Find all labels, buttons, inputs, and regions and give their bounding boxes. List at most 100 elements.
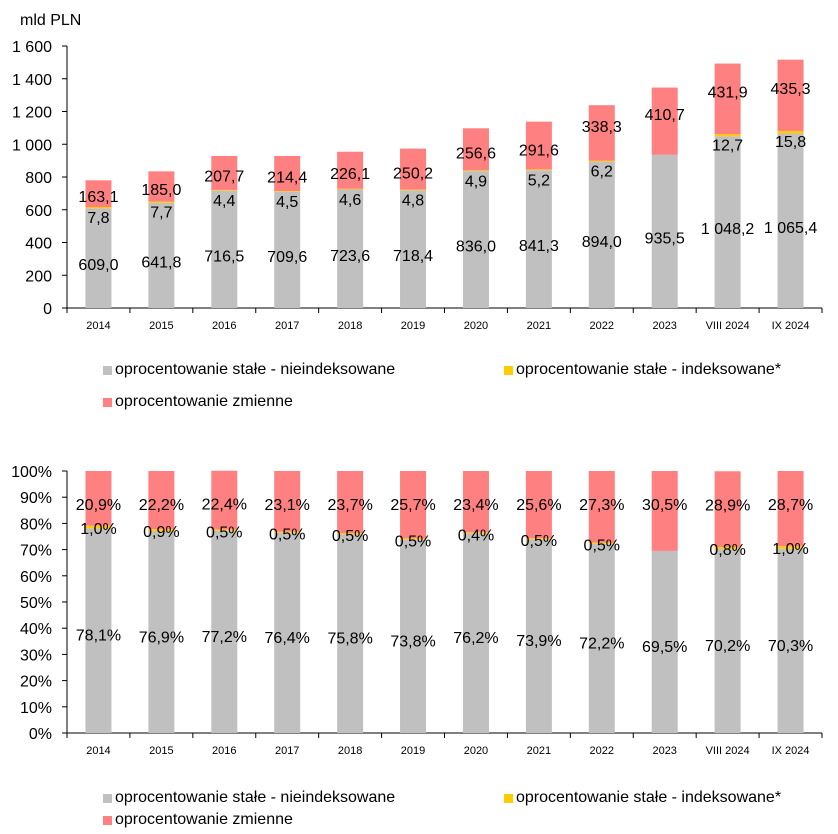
bar-segment-variable	[148, 171, 175, 202]
data-label-variable: 27,3%	[579, 497, 624, 514]
bar-segment-fixed-nonindexed	[85, 528, 112, 733]
x-tick-label: 2022	[590, 745, 614, 757]
data-label-fixed-nonindexed: 894,0	[582, 234, 622, 251]
data-label-variable: 22,2%	[139, 497, 184, 514]
data-label-fixed-nonindexed: 76,4%	[265, 630, 310, 647]
legend-item-variable-2: oprocentowanie zmienne	[103, 811, 293, 829]
data-label-variable: 185,0	[141, 182, 181, 199]
bar-segment-fixed-indexed	[337, 533, 364, 535]
data-label-variable: 23,7%	[327, 497, 372, 514]
bar-segment-variable	[714, 63, 741, 135]
data-label-fixed-indexed: 12,7	[712, 137, 743, 154]
data-label-variable: 207,7	[204, 169, 244, 186]
data-label-fixed-nonindexed: 641,8	[141, 254, 181, 271]
data-label-fixed-nonindexed: 75,8%	[327, 631, 372, 648]
bar-segment-variable	[337, 471, 364, 534]
data-label-fixed-indexed: 4,5	[276, 194, 298, 211]
x-tick-label: VIII 2024	[706, 320, 750, 332]
bar-segment-fixed-nonindexed	[525, 539, 552, 733]
x-tick-label: 2022	[590, 320, 614, 332]
x-tick-label: 2014	[86, 320, 110, 332]
legend-item-fixed-indexed: oprocentowanie stałe - indeksowane*	[504, 361, 781, 379]
bar-segment-variable	[400, 148, 427, 190]
bar-segment-variable	[85, 471, 112, 526]
data-label-variable: 163,1	[78, 189, 118, 206]
bar-segment-fixed-indexed	[85, 525, 112, 529]
bar-segment-variable	[274, 155, 301, 192]
bar-segment-fixed-nonindexed	[400, 539, 427, 733]
bar-segment-variable	[525, 471, 552, 539]
x-tick-label: VIII 2024	[706, 745, 750, 757]
data-label-variable: 23,4%	[453, 497, 498, 514]
y-tick-label: 80%	[20, 516, 52, 533]
bar-segment-fixed-indexed	[777, 130, 804, 134]
data-label-fixed-nonindexed: 73,8%	[390, 633, 435, 650]
bar-segment-fixed-indexed	[525, 169, 552, 171]
bar-segment-variable	[274, 471, 301, 532]
y-tick-label: 0	[43, 301, 52, 318]
data-label-variable: 30,5%	[642, 497, 687, 514]
bar-segment-fixed-indexed	[400, 538, 427, 540]
x-tick-label: 2017	[275, 745, 299, 757]
bar-segment-fixed-indexed	[588, 160, 615, 162]
y-tick-label: 200	[25, 268, 52, 285]
x-tick-label: 2016	[212, 745, 236, 757]
bar-segment-variable	[211, 470, 238, 530]
data-label-variable: 23,1%	[265, 497, 310, 514]
legend-label: oprocentowanie zmienne	[115, 393, 293, 410]
data-label-variable: 338,3	[582, 119, 622, 136]
bar-segment-fixed-nonindexed	[337, 534, 364, 733]
y-tick-label: 10%	[20, 700, 52, 717]
legend-label: oprocentowanie stałe - nieindeksowane	[115, 361, 396, 378]
x-tick-label: 2020	[464, 745, 488, 757]
data-label-fixed-nonindexed: 718,4	[393, 248, 433, 265]
data-label-fixed-indexed: 0,5%	[332, 528, 368, 545]
bar-segment-fixed-indexed	[714, 546, 741, 550]
y-tick-label: 20%	[20, 674, 52, 691]
x-tick-label: 2023	[652, 745, 676, 757]
data-label-fixed-nonindexed: 73,9%	[516, 633, 561, 650]
x-tick-label: 2019	[401, 320, 425, 332]
bar-segment-variable	[588, 471, 615, 543]
data-label-variable: 25,6%	[516, 497, 561, 514]
data-label-variable: 28,9%	[705, 497, 750, 514]
bar-segment-variable	[462, 471, 489, 533]
data-label-fixed-indexed: 15,8	[775, 134, 806, 151]
data-label-fixed-nonindexed: 609,0	[78, 257, 118, 274]
data-label-variable: 256,6	[456, 146, 496, 163]
bar-segment-fixed-nonindexed	[400, 190, 427, 308]
data-label-fixed-nonindexed: 709,6	[267, 249, 307, 266]
data-label-variable: 226,1	[330, 166, 370, 183]
data-label-fixed-indexed: 0,5%	[521, 533, 557, 550]
bar-segment-fixed-indexed	[211, 189, 238, 191]
y-tick-label: 30%	[20, 647, 52, 664]
data-label-fixed-indexed: 0,9%	[143, 524, 179, 541]
bar-segment-variable	[400, 471, 427, 539]
data-label-variable: 431,9	[708, 85, 748, 102]
legend-label: oprocentowanie stałe - indeksowane*	[516, 789, 782, 806]
data-label-variable: 250,2	[393, 165, 433, 182]
data-label-variable: 214,4	[267, 169, 307, 186]
bar-segment-fixed-nonindexed	[211, 530, 238, 733]
data-label-fixed-indexed: 0,8%	[709, 542, 745, 559]
data-label-fixed-nonindexed: 77,2%	[202, 629, 247, 646]
y-tick-label: 800	[25, 170, 52, 187]
bar-segment-fixed-nonindexed	[85, 208, 112, 308]
data-label-fixed-indexed: 1,0%	[80, 521, 116, 538]
bar-segment-fixed-nonindexed	[777, 548, 804, 733]
bar-segment-variable	[148, 471, 175, 530]
y-axis-unit-label: mld PLN	[20, 12, 82, 29]
bar-segment-fixed-indexed	[274, 191, 301, 192]
bar-segment-fixed-nonindexed	[148, 531, 175, 733]
data-label-fixed-indexed: 7,8	[87, 210, 109, 227]
x-tick-label: 2018	[338, 745, 362, 757]
y-tick-label: 100%	[11, 464, 52, 481]
y-tick-label: 70%	[20, 543, 52, 560]
bar-segment-fixed-indexed	[211, 529, 238, 531]
data-label-fixed-indexed: 4,9	[465, 173, 487, 190]
y-tick-label: 0%	[29, 726, 52, 743]
data-label-fixed-nonindexed: 836,0	[456, 239, 496, 256]
bar-segment-fixed-indexed	[337, 188, 364, 190]
bar-segment-fixed-nonindexed	[588, 161, 615, 308]
data-label-variable: 28,7%	[768, 497, 813, 514]
